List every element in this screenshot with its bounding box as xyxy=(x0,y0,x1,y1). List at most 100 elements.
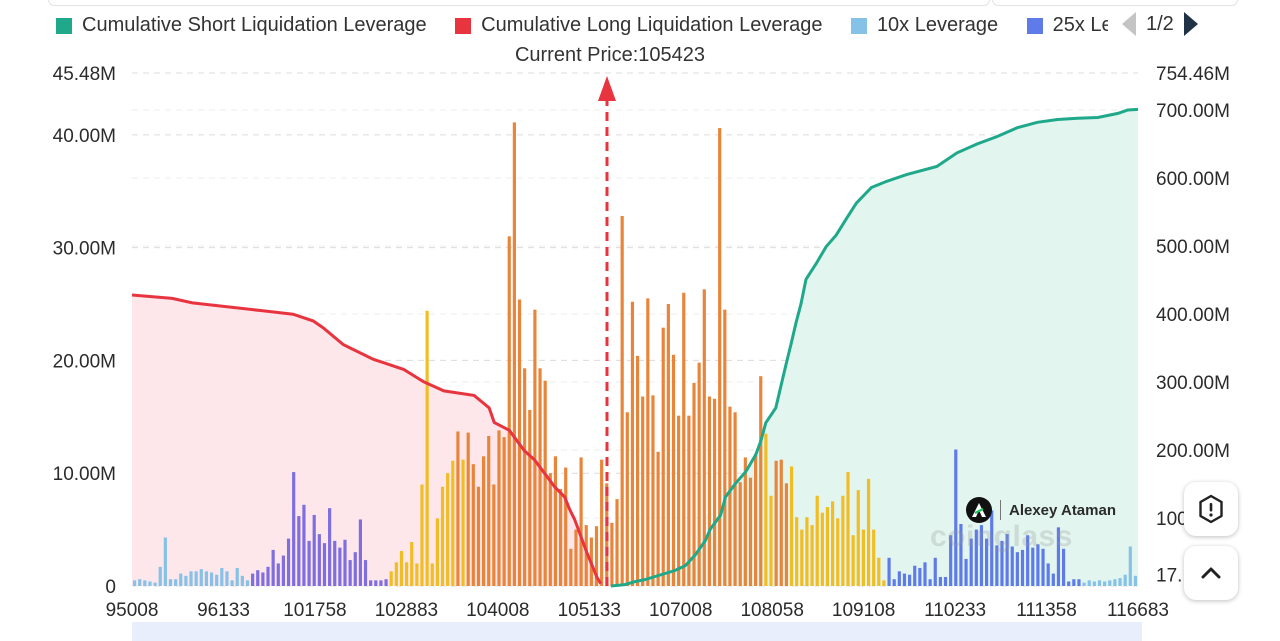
leverage-bar xyxy=(1056,527,1061,586)
legend-swatch-10x xyxy=(850,17,867,34)
leverage-bar xyxy=(261,572,265,586)
leverage-bar xyxy=(748,477,753,586)
leverage-bar xyxy=(322,543,327,586)
leverage-bar xyxy=(168,579,173,586)
leverage-bar xyxy=(312,514,316,586)
legend-item-long[interactable]: Cumulative Long Liquidation Leverage xyxy=(455,14,822,37)
leverage-bar xyxy=(877,557,881,586)
leverage-bar xyxy=(600,459,604,586)
leverage-bar xyxy=(1128,546,1132,586)
leverage-bar xyxy=(512,122,516,586)
right-tick-label: 100 xyxy=(1156,509,1188,530)
leverage-bar xyxy=(209,572,214,586)
legend-item-short[interactable]: Cumulative Short Liquidation Leverage xyxy=(56,14,427,37)
leverage-bar xyxy=(1077,579,1081,586)
leverage-bar xyxy=(872,529,876,586)
leverage-bar xyxy=(584,525,588,586)
leverage-bar xyxy=(897,571,901,586)
legend-item-25x[interactable]: 25x Leverage xyxy=(1026,14,1108,37)
x-tick-label: 104008 xyxy=(466,600,529,621)
x-tick-label: 102883 xyxy=(375,600,438,621)
leverage-bar xyxy=(461,459,465,586)
leverage-bar xyxy=(528,410,532,586)
left-tick-label: 0 xyxy=(105,577,116,598)
leverage-bar xyxy=(656,451,660,586)
leverage-bar xyxy=(1097,580,1102,586)
leverage-bar xyxy=(1000,540,1004,586)
leverage-bar xyxy=(1051,573,1055,586)
legend-prev-icon[interactable] xyxy=(1122,12,1136,36)
right-tick-label: 200.00M xyxy=(1156,441,1230,462)
leverage-bar xyxy=(266,566,270,586)
leverage-bar xyxy=(928,579,932,586)
range-slider-track[interactable] xyxy=(132,622,1142,641)
leverage-bar xyxy=(451,460,455,586)
leverage-bar xyxy=(1036,544,1040,586)
leverage-bar xyxy=(158,566,162,586)
leverage-bar xyxy=(492,484,496,586)
leverage-bar xyxy=(723,309,727,586)
leverage-bar xyxy=(718,128,722,587)
leverage-bar xyxy=(138,579,142,586)
leverage-bar xyxy=(974,529,978,586)
leverage-bar xyxy=(1041,548,1045,586)
leverage-bar xyxy=(743,457,747,586)
leverage-bar xyxy=(307,540,311,586)
x-tick-label: 95008 xyxy=(106,600,159,621)
leverage-bar xyxy=(979,525,984,586)
scroll-top-button[interactable] xyxy=(1184,546,1238,600)
leverage-bar xyxy=(189,571,193,586)
left-tick-label: 30.00M xyxy=(53,239,116,260)
legend-item-10x[interactable]: 10x Leverage xyxy=(850,14,998,37)
x-tick-label: 109108 xyxy=(832,600,895,621)
leverage-bar xyxy=(292,472,296,586)
leverage-bar xyxy=(820,512,824,586)
leverage-bar xyxy=(256,570,260,586)
leverage-bar xyxy=(358,519,362,586)
leverage-bar xyxy=(646,298,650,586)
leverage-bar xyxy=(574,529,578,586)
leverage-bar xyxy=(1082,582,1086,586)
leverage-bar xyxy=(918,567,922,586)
leverage-bar xyxy=(651,395,655,586)
short-liquidation-area xyxy=(610,109,1138,587)
leverage-bar xyxy=(199,569,203,586)
x-tick-label: 107008 xyxy=(649,600,712,621)
leverage-bar xyxy=(866,478,871,586)
leverage-bar xyxy=(297,516,301,586)
leverage-bar xyxy=(697,362,701,586)
legend-next-icon[interactable] xyxy=(1183,12,1198,36)
author-watermark: Alexey Ataman xyxy=(966,497,1116,523)
left-tick-label: 40.00M xyxy=(53,126,116,147)
x-tick-label: 96133 xyxy=(197,600,250,621)
leverage-bar xyxy=(851,535,855,586)
settings-button[interactable] xyxy=(1184,482,1238,536)
x-axis: 95008 96133 101758 102883 104008 105133 107008… xyxy=(106,600,1169,621)
leverage-bar xyxy=(482,456,486,586)
leverage-bar xyxy=(1046,563,1050,586)
leverage-bar xyxy=(995,545,999,586)
leverage-bar xyxy=(949,535,953,586)
x-tick-label: 105133 xyxy=(558,600,621,621)
leverage-bar xyxy=(204,571,209,586)
leverage-bar xyxy=(810,525,814,586)
leverage-bar xyxy=(902,573,907,586)
leverage-bar xyxy=(533,309,537,586)
short-liquidation-line xyxy=(610,107,1139,588)
leverage-bar xyxy=(1010,546,1014,586)
leverage-bar xyxy=(405,562,409,586)
leverage-bar xyxy=(943,576,948,586)
x-tick-label: 101758 xyxy=(283,600,346,621)
leverage-bar xyxy=(476,486,481,586)
leverage-bar xyxy=(245,580,250,586)
legend-pager: 1/2 xyxy=(1122,12,1198,36)
leverage-bar xyxy=(415,563,419,586)
leverage-bar xyxy=(240,575,244,586)
leverage-bar xyxy=(487,435,491,586)
leverage-bar xyxy=(153,582,157,586)
leverage-bar xyxy=(179,573,183,586)
leverage-bar xyxy=(682,292,686,586)
leverage-bar xyxy=(959,523,963,586)
leverage-bar xyxy=(1103,581,1107,586)
leverage-bar xyxy=(985,538,989,586)
